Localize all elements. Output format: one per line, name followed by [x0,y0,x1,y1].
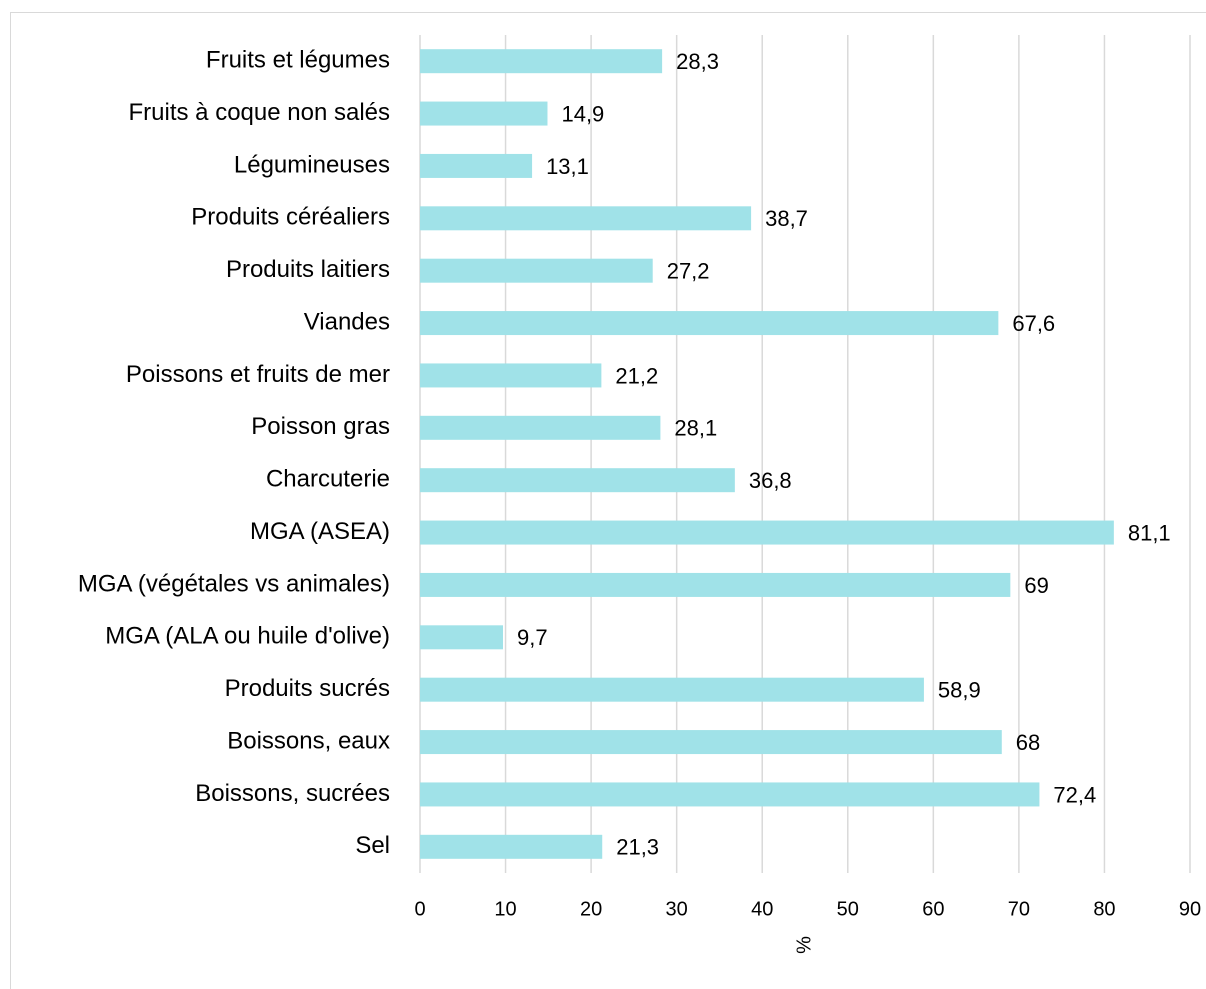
bar [420,415,661,440]
bar [420,782,1040,807]
bar [420,101,548,126]
y-tick-label: MGA (végétales vs animales) [78,570,390,597]
value-label: 13,1 [546,154,589,179]
y-tick-label: Boissons, sucrées [195,780,390,807]
value-label: 9,7 [517,625,548,650]
x-tick-label: 40 [751,898,773,920]
bar [420,206,752,231]
value-label: 69 [1024,573,1048,598]
bar [420,363,602,388]
value-label: 21,2 [615,363,658,388]
chart-border [10,12,1206,989]
value-label: 36,8 [749,468,792,493]
bar [420,834,603,859]
bar [420,520,1114,545]
x-tick-label: 50 [837,898,859,920]
value-label: 28,1 [674,416,717,441]
y-tick-label: Produits laitiers [226,256,390,283]
y-tick-label: Boissons, eaux [227,727,390,754]
y-tick-label: Légumineuses [234,151,390,178]
y-tick-label: Fruits et légumes [206,47,390,74]
bar [420,572,1011,597]
y-tick-label: MGA (ASEA) [250,518,390,545]
value-label: 28,3 [676,49,719,74]
value-label: 72,4 [1053,782,1096,807]
y-tick-label: Produits sucrés [225,675,390,702]
bar [420,311,999,336]
x-tick-label: 90 [1179,898,1201,920]
y-tick-label: Fruits à coque non salés [129,99,390,126]
value-label: 58,9 [938,678,981,703]
value-label: 21,3 [616,835,659,860]
x-tick-label: 20 [580,898,602,920]
value-label: 27,2 [667,259,710,284]
x-tick-label: 30 [666,898,688,920]
bar [420,625,503,650]
y-tick-label: MGA (ALA ou huile d'olive) [105,623,390,650]
bar [420,153,533,178]
x-tick-label: 60 [922,898,944,920]
y-tick-label: Poissons et fruits de mer [126,361,390,388]
y-tick-label: Sel [355,832,390,859]
value-label: 67,6 [1012,311,1055,336]
value-label: 14,9 [561,101,604,126]
y-tick-label: Viandes [304,308,390,335]
bar [420,49,663,74]
y-tick-label: Produits céréaliers [191,204,390,231]
x-tick-label: 70 [1008,898,1030,920]
y-tick-label: Poisson gras [251,413,390,440]
bar [420,730,1002,755]
x-axis-label: % [793,936,815,954]
x-tick-label: 0 [414,898,425,920]
value-label: 68 [1016,730,1040,755]
bar [420,468,735,493]
y-tick-label: Charcuterie [266,466,390,493]
value-label: 81,1 [1128,520,1171,545]
value-label: 38,7 [765,206,808,231]
x-tick-label: 10 [494,898,516,920]
bar [420,677,924,702]
bar [420,258,653,283]
x-tick-label: 80 [1093,898,1115,920]
